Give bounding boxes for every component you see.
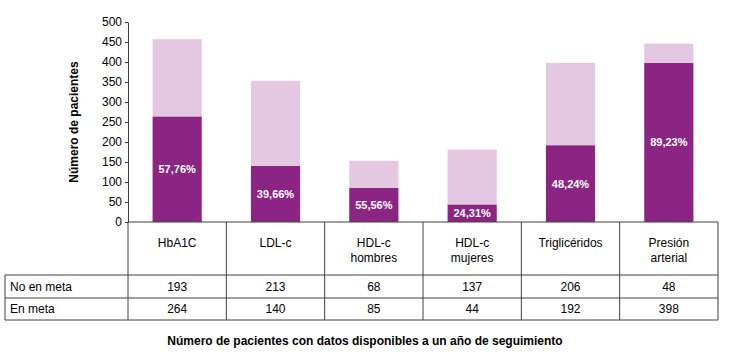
data-label: 55,56%	[355, 199, 393, 211]
tick-mark	[125, 182, 128, 183]
data-labels: 57,76% 39,66% 55,56% 24,31% 48,24% 89,23%	[159, 136, 688, 219]
table-cell: 213	[265, 280, 285, 294]
tick-mark	[125, 162, 128, 163]
table-cell: 85	[367, 302, 381, 316]
table-cell: 68	[367, 280, 381, 294]
bar	[448, 150, 497, 205]
bar	[349, 161, 398, 188]
bar	[153, 116, 202, 222]
table-line	[324, 222, 325, 320]
y-axis-line	[128, 23, 129, 223]
y-tick: 300	[102, 95, 128, 109]
y-tick: 250	[102, 115, 128, 129]
tick-label: 450	[102, 35, 122, 49]
bar	[349, 188, 398, 222]
table-line	[5, 298, 718, 299]
category-label: HDL-chombres	[350, 236, 397, 265]
tick-mark	[125, 142, 128, 143]
tick-mark	[125, 42, 128, 43]
bar	[251, 81, 300, 166]
row-label: En meta	[10, 302, 55, 316]
table-cell: 48	[662, 280, 676, 294]
data-label: 57,76%	[159, 163, 197, 175]
tick-label: 150	[102, 155, 122, 169]
table-cell: 398	[659, 302, 679, 316]
y-tick: 0	[115, 215, 128, 229]
data-label: 89,23%	[650, 136, 688, 148]
bars	[153, 39, 694, 222]
tick-mark	[125, 122, 128, 123]
table-line	[128, 222, 129, 320]
tick-label: 350	[102, 75, 122, 89]
y-axis-title: Número de pacientes	[67, 61, 81, 183]
tick-mark	[125, 102, 128, 103]
category-label: Presiónarterial	[648, 236, 689, 265]
bar	[546, 63, 595, 145]
table-line	[423, 222, 424, 320]
tick-label: 250	[102, 115, 122, 129]
table-cell: 193	[167, 280, 187, 294]
y-tick: 150	[102, 155, 128, 169]
tick-mark	[125, 82, 128, 83]
table-line	[5, 275, 718, 276]
y-tick: 450	[102, 35, 128, 49]
tick-label: 200	[102, 135, 122, 149]
table-cell: 264	[167, 302, 187, 316]
table-line	[5, 320, 718, 321]
bar	[448, 204, 497, 222]
table-cell: 192	[560, 302, 580, 316]
y-tick: 100	[102, 175, 128, 189]
category-label: HbA1C	[158, 236, 197, 250]
tick-label: 0	[115, 215, 122, 229]
bar	[153, 39, 202, 116]
table-line	[226, 222, 227, 320]
bar	[251, 166, 300, 222]
tick-label: 400	[102, 55, 122, 69]
data-label: 24,31%	[454, 207, 492, 219]
tick-label: 100	[102, 175, 122, 189]
tick-mark	[125, 62, 128, 63]
table-line	[718, 222, 719, 320]
category-label: LDL-c	[259, 236, 291, 250]
chart: 57,76% 39,66% 55,56% 24,31% 48,24% 89,23% 0 50 1…	[0, 0, 730, 358]
y-tick: 400	[102, 55, 128, 69]
y-tick: 200	[102, 135, 128, 149]
table-line	[619, 222, 620, 320]
y-axis: 0 50 100 150 200 250 300 350 400 450 500	[102, 15, 129, 229]
bar	[546, 145, 595, 222]
bar	[644, 44, 693, 63]
y-tick: 50	[109, 195, 128, 209]
table-cell: 44	[465, 302, 479, 316]
category-label: Triglicéridos	[538, 236, 602, 250]
data-table: HbA1C LDL-c HDL-chombres HDL-cmujeres Trigli…	[5, 222, 718, 320]
tick-label: 300	[102, 95, 122, 109]
row-label: No en meta	[10, 280, 72, 294]
tick-mark	[125, 22, 128, 23]
table-line	[521, 222, 522, 320]
y-tick: 500	[102, 15, 128, 29]
y-tick: 350	[102, 75, 128, 89]
tick-mark	[125, 202, 128, 203]
table-cell: 206	[560, 280, 580, 294]
table-cell: 137	[462, 280, 482, 294]
data-label: 48,24%	[552, 178, 590, 190]
tick-label: 50	[109, 195, 123, 209]
bar	[644, 63, 693, 222]
x-axis-title: Número de pacientes con datos disponible…	[167, 334, 562, 348]
category-label: HDL-cmujeres	[451, 236, 494, 265]
tick-label: 500	[102, 15, 122, 29]
table-line	[5, 275, 6, 320]
data-label: 39,66%	[257, 188, 295, 200]
table-cell: 140	[265, 302, 285, 316]
